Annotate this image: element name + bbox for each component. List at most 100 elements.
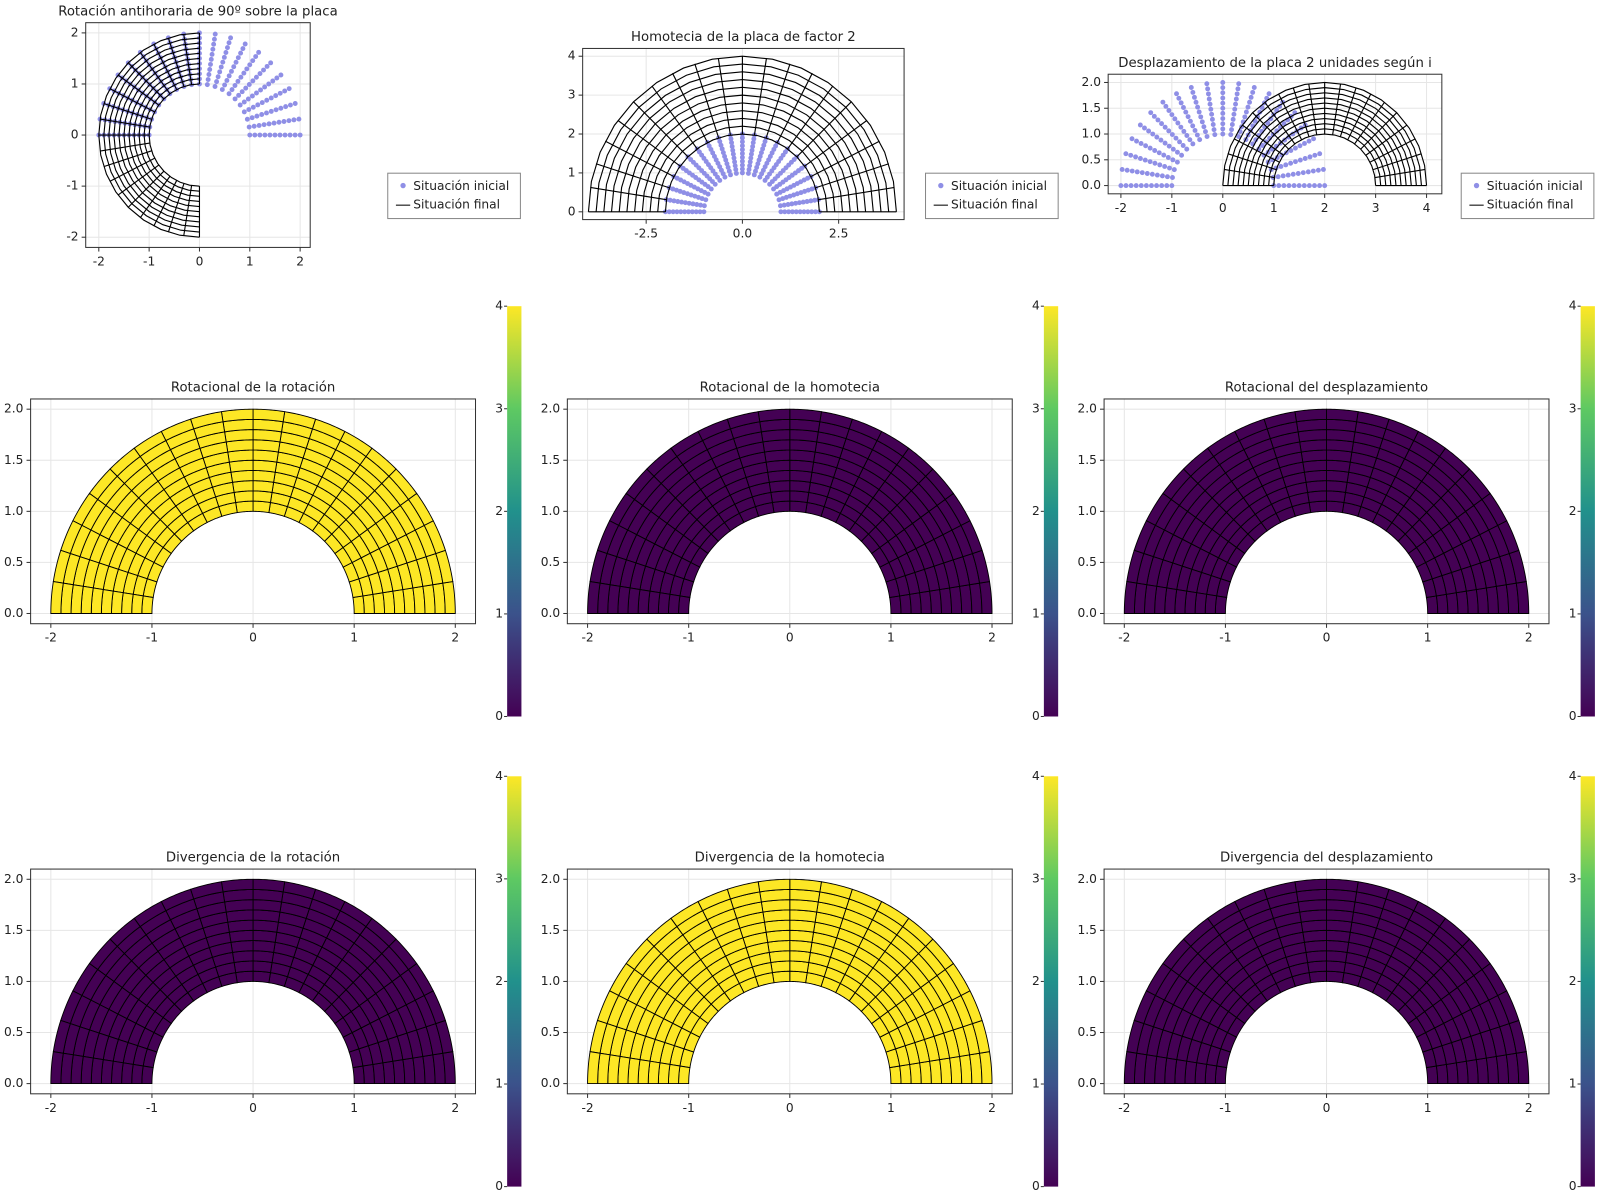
mesh-cell: [789, 470, 813, 483]
x-tick-label: -2: [581, 631, 593, 645]
plot-frame: [1103, 398, 1550, 625]
mesh-cell: [1425, 1065, 1439, 1085]
legend-label: Situación final: [413, 198, 500, 212]
final-mesh-ray: [717, 58, 731, 136]
initial-point: [208, 56, 214, 62]
initial-point: [750, 144, 756, 149]
mesh-cell: [230, 940, 254, 953]
colorbar: [507, 776, 522, 1187]
initial-point: [1280, 173, 1286, 179]
mesh-cell: [899, 1063, 912, 1085]
mesh-cell: [1305, 950, 1327, 964]
legend-label: Situación inicial: [951, 179, 1047, 193]
initial-point: [1166, 108, 1172, 113]
initial-point: [1212, 132, 1218, 138]
y-tick-label: 1.5: [541, 453, 560, 467]
initial-point: [211, 41, 217, 47]
final-mesh-ray: [1252, 112, 1290, 150]
initial-point: [1184, 146, 1190, 152]
initial-point: [1220, 121, 1226, 127]
initial-point: [1307, 154, 1313, 160]
initial-point: [1275, 174, 1281, 180]
initial-point: [1196, 109, 1202, 115]
mesh-cell: [1303, 470, 1327, 483]
initial-point: [1147, 145, 1153, 151]
initial-point: [243, 85, 249, 91]
x-tick-label: 2: [1525, 1101, 1533, 1115]
legend-marker: [1473, 182, 1480, 189]
initial-point: [245, 96, 251, 102]
initial-point: [1154, 134, 1160, 140]
initial-point: [1305, 169, 1311, 175]
mesh-cell: [789, 480, 811, 493]
initial-point: [1187, 137, 1193, 143]
x-tick-label: 0: [1323, 1101, 1331, 1115]
initial-point: [247, 132, 253, 138]
initial-point: [249, 93, 255, 99]
initial-point: [272, 132, 278, 138]
initial-point: [207, 66, 213, 72]
x-tick-label: 3: [1372, 201, 1380, 215]
initial-point: [222, 82, 228, 88]
initial-point: [1138, 140, 1144, 146]
initial-point: [1143, 143, 1149, 149]
final-mesh-ray: [765, 63, 791, 139]
y-tick-label: 1.0: [1082, 126, 1101, 140]
initial-point: [1315, 167, 1321, 173]
initial-point: [1160, 99, 1166, 105]
initial-point: [1174, 91, 1179, 97]
mesh-cell: [233, 490, 254, 504]
final-mesh-ray: [633, 101, 689, 158]
initial-point: [778, 209, 784, 215]
initial-point: [214, 79, 220, 85]
initial-point: [1292, 145, 1298, 151]
colorbar-tick-label: 3: [1032, 871, 1040, 885]
initial-point: [253, 74, 259, 80]
final-mesh-ray: [1227, 153, 1277, 171]
initial-point: [226, 91, 232, 97]
initial-point: [739, 170, 745, 176]
initial-point: [1171, 167, 1177, 173]
initial-point: [1220, 95, 1226, 101]
initial-point: [690, 201, 696, 207]
initial-point: [254, 90, 259, 96]
initial-point: [682, 200, 688, 206]
colorbar-tick-label: 1: [495, 1076, 503, 1090]
initial-point: [701, 209, 707, 215]
mesh-cell: [220, 878, 254, 893]
y-tick-label: 0.0: [1082, 178, 1101, 192]
initial-point: [1156, 150, 1162, 156]
initial-point: [231, 64, 237, 70]
initial-point: [268, 108, 274, 114]
x-tick-label: 0: [1219, 201, 1227, 215]
mesh-cell: [1515, 1051, 1530, 1085]
initial-point: [226, 73, 232, 79]
initial-point: [1301, 183, 1307, 189]
initial-point: [262, 84, 268, 90]
mesh-cell: [1326, 408, 1359, 423]
initial-point: [277, 90, 283, 96]
initial-point: [1178, 124, 1184, 130]
y-tick-label: 1.0: [4, 974, 23, 988]
initial-point: [1290, 171, 1296, 177]
mesh-cell: [771, 500, 791, 514]
initial-point: [1220, 126, 1226, 132]
mesh-cell: [1445, 1062, 1459, 1085]
mesh-cell: [1214, 1065, 1228, 1085]
initial-point: [1302, 140, 1307, 146]
y-tick-label: 0.5: [541, 555, 560, 569]
colorbar-tick-label: 3: [495, 401, 503, 415]
initial-point: [1274, 128, 1280, 134]
mesh-cell: [1455, 590, 1469, 614]
initial-point: [233, 59, 239, 65]
initial-point: [678, 209, 684, 215]
colorbar-tick-label: 2: [495, 504, 503, 518]
mesh-cell: [789, 960, 810, 974]
initial-point: [1169, 132, 1175, 138]
y-tick-label: 1.5: [1077, 453, 1096, 467]
initial-point: [246, 124, 252, 130]
mesh-cell: [789, 490, 810, 504]
initial-point: [1306, 183, 1312, 189]
x-tick-label: -2.5: [634, 226, 658, 240]
y-tick-label: 0.0: [1077, 606, 1096, 620]
